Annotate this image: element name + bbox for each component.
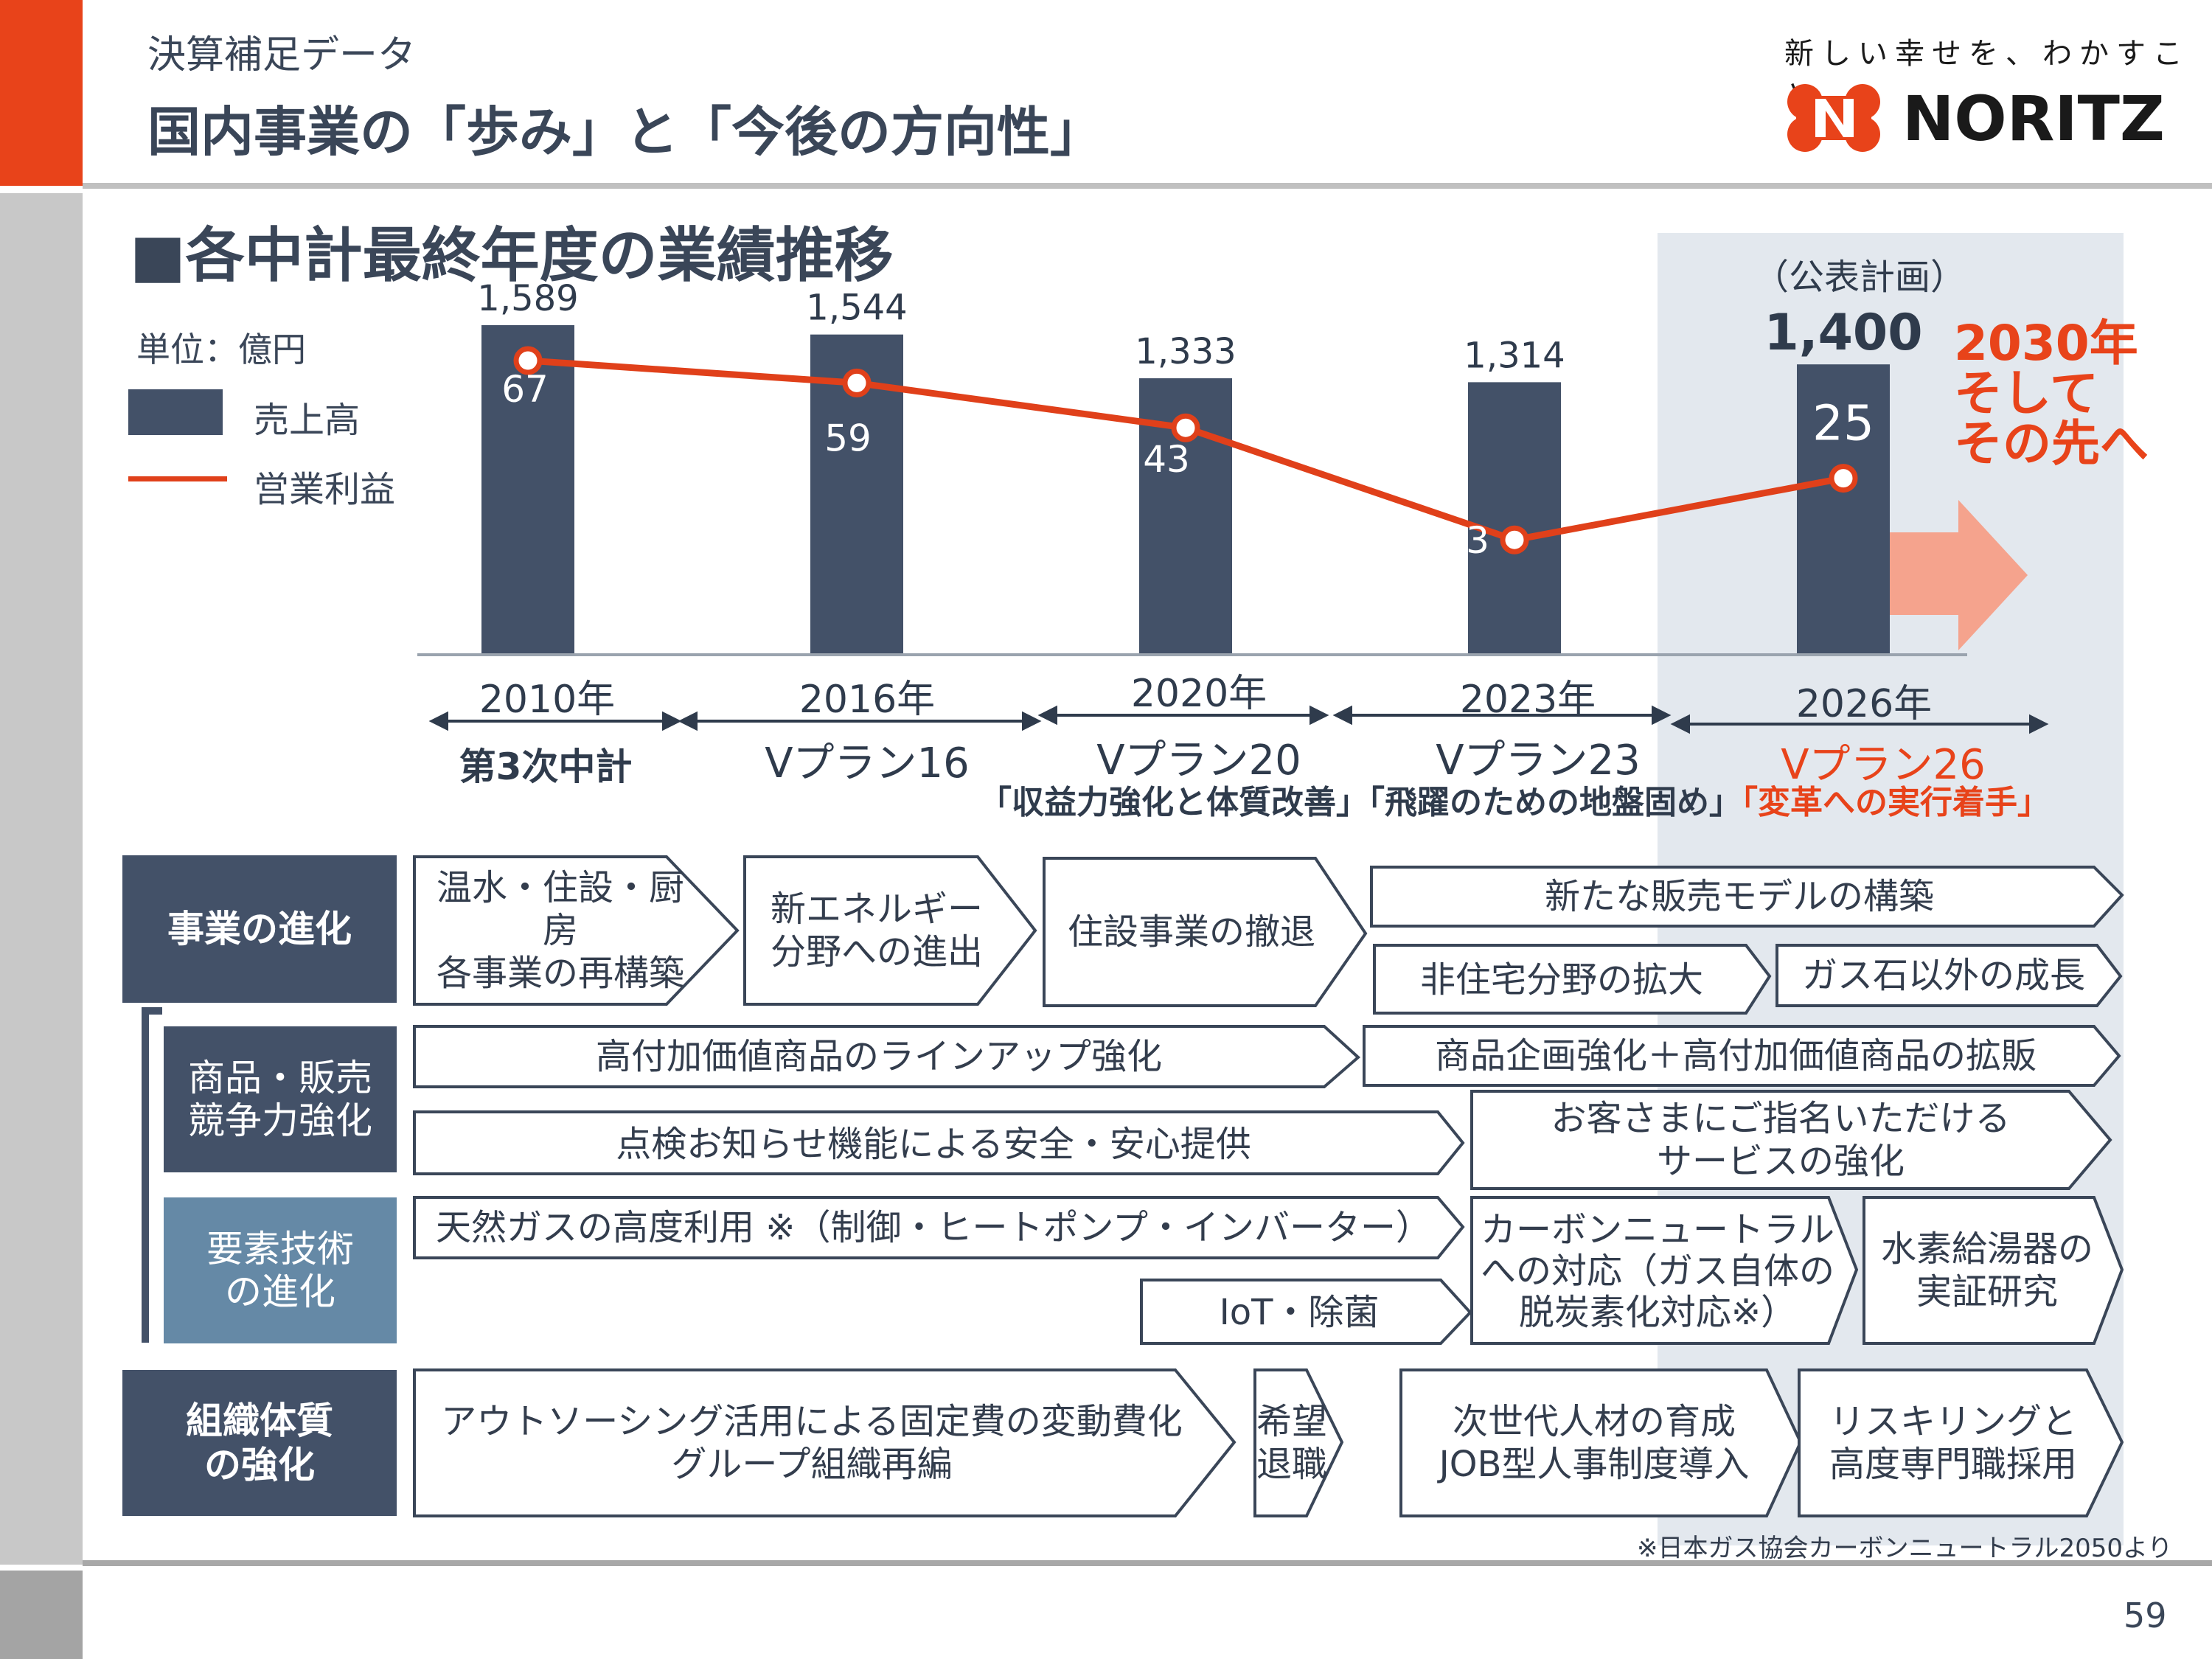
- period-arrows: [428, 705, 2049, 734]
- page-subtitle: 決算補足データ: [147, 33, 417, 77]
- tech-item-3: カーボンニュートラル への対応（ガス自体の 脱炭素化対応※）: [1480, 1209, 1834, 1333]
- period-year-4: 2023年: [1459, 678, 1596, 722]
- future-arrow-icon: [1888, 500, 2028, 650]
- business-chevron-6: [1775, 944, 2123, 1007]
- row-group-connector: [142, 1007, 149, 1343]
- org-item-4: リスキリングと 高度専門職採用: [1829, 1401, 2077, 1485]
- business-item-6: ガス石以外の成長: [1801, 955, 2085, 996]
- header-accent-block: [0, 0, 83, 186]
- business-item-2: 新エネルギー 分野への進出: [770, 888, 983, 973]
- brand-name: NORITZ: [1902, 83, 2165, 155]
- profit-value-label: 67: [501, 368, 549, 411]
- sales-bar: [481, 325, 574, 655]
- period-year-3: 2020年: [1130, 672, 1267, 716]
- period-year-2: 2016年: [799, 678, 936, 722]
- theme-v20: 「収益力強化と体質改善」: [979, 784, 1368, 821]
- footnote: ※日本ガス協会カーボンニュートラル2050より: [1637, 1534, 2173, 1563]
- theme-v26: 「変革への実行着手」: [1742, 784, 2050, 821]
- profit-value-label: 3: [1466, 519, 1489, 562]
- profit-point: [1171, 413, 1200, 442]
- sales-value-label: 1,400: [1764, 304, 1922, 362]
- product-chevron-2: [1363, 1025, 2121, 1087]
- business-chevron-1: [413, 855, 740, 1006]
- product-item-1: 高付加価値商品のラインアップ強化: [595, 1036, 1162, 1077]
- plan-name-1: 第3次中計: [459, 745, 633, 788]
- plan-name-3: Vプラン20: [1096, 737, 1301, 785]
- business-item-5: 非住宅分野の拡大: [1419, 959, 1703, 1001]
- noritz-logo-icon: [1787, 84, 1880, 152]
- performance-chart: 1,589 1,544 1,333 1,314 1,400 67 59 43 3 25: [417, 278, 2028, 656]
- profit-value-label: 25: [1812, 395, 1874, 452]
- profit-value-label: 59: [824, 417, 872, 459]
- tech-chevron-2: [1140, 1279, 1472, 1345]
- org-item-1: アウトソーシング活用による固定費の変動費化 グループ組織再編: [441, 1401, 1183, 1485]
- sales-bar: [1797, 364, 1890, 655]
- org-chevron-2: [1253, 1368, 1344, 1517]
- business-chevron-5: [1373, 944, 1772, 1015]
- row-header-tech: 要素技術 の進化: [164, 1197, 397, 1343]
- business-chevron-2: [743, 855, 1037, 1006]
- business-chevron-4: [1370, 866, 2124, 928]
- row-header-product: 商品・販売 競争力強化: [164, 1026, 397, 1172]
- tech-chevron-1: [413, 1196, 1465, 1259]
- period-year-5: 2026年: [1795, 682, 1933, 726]
- plan-name-2: Vプラン16: [765, 740, 970, 787]
- product-item-4: お客さまにご指名いただける サービスの強化: [1551, 1098, 2011, 1182]
- product-item-3: 点検お知らせ機能による安全・安心提供: [616, 1124, 1251, 1165]
- plan-name-4: Vプラン23: [1436, 737, 1641, 785]
- business-item-4: 新たな販売モデルの構築: [1544, 876, 1934, 917]
- org-item-3: 次世代人材の育成 JOB型人事制度導入: [1439, 1401, 1750, 1485]
- page-title: 国内事業の「歩み」と「今後の方向性」: [147, 101, 1104, 163]
- org-chevron-3: [1399, 1368, 1803, 1517]
- tech-chevron-4: [1863, 1196, 2124, 1345]
- legend-profit-label: 営業利益: [254, 469, 396, 510]
- profit-point: [842, 368, 872, 397]
- tech-item-4: 水素給湯器の 実証研究: [1880, 1228, 2093, 1312]
- row-header-business: 事業の進化: [122, 855, 397, 1003]
- org-item-2: 希望 退職: [1256, 1401, 1328, 1485]
- theme-v23: 「飛躍のための地盤固め」: [1368, 784, 1742, 821]
- legend-sales-label: 売上高: [254, 400, 361, 441]
- sales-bar: [1468, 382, 1561, 655]
- sales-value-label: 1,589: [477, 278, 578, 319]
- product-chevron-3: [413, 1110, 1465, 1175]
- plan-themes: 「収益力強化と体質改善」「飛躍のための地盤固め」「変革への実行着手」: [979, 776, 2050, 823]
- org-chevron-1: [413, 1368, 1237, 1517]
- business-item-3: 住設事業の撤退: [1067, 911, 1315, 953]
- plan-name-5: Vプラン26: [1781, 741, 1986, 789]
- sales-value-label: 1,314: [1464, 335, 1565, 376]
- left-sidebar-footer: [0, 1571, 83, 1659]
- org-chevron-4: [1798, 1368, 2124, 1517]
- tech-item-2: IoT・除菌: [1219, 1292, 1380, 1333]
- tech-chevron-3: [1470, 1196, 1859, 1345]
- period-year-1: 2010年: [479, 678, 616, 722]
- unit-label: 単位：億円: [136, 330, 306, 369]
- product-chevron-1: [413, 1025, 1361, 1088]
- profit-point: [513, 346, 543, 375]
- row-header-org: 組織体質 の強化: [122, 1370, 397, 1516]
- header-divider: [83, 183, 2212, 189]
- plan-note: （公表計画）: [1753, 257, 1966, 298]
- business-item-1: 温水・住設・厨房 各事業の再構築: [436, 867, 684, 994]
- profit-point: [1829, 464, 1858, 493]
- product-chevron-4: [1470, 1090, 2112, 1190]
- footer-divider: [83, 1560, 2212, 1566]
- section-title: ■各中計最終年度の業績推移: [130, 221, 894, 290]
- page-number: 59: [2124, 1596, 2167, 1635]
- legend-sales-swatch: [128, 389, 223, 435]
- product-item-2: 商品企画強化＋高付加価値商品の拡販: [1434, 1035, 2037, 1077]
- profit-value-label: 43: [1143, 438, 1190, 481]
- future-message: 2030年 そして その先へ: [1954, 315, 2149, 472]
- left-sidebar-strip: [0, 193, 83, 1565]
- sales-value-label: 1,544: [806, 288, 907, 329]
- legend-profit-swatch: [128, 476, 227, 481]
- tech-item-1: 天然ガスの高度利用 ※（制御・ヒートポンプ・インバーター）: [435, 1207, 1432, 1248]
- profit-point: [1500, 525, 1529, 554]
- business-chevron-3: [1043, 857, 1368, 1007]
- sales-value-label: 1,333: [1135, 331, 1236, 372]
- row-group-connector-top: [142, 1007, 162, 1015]
